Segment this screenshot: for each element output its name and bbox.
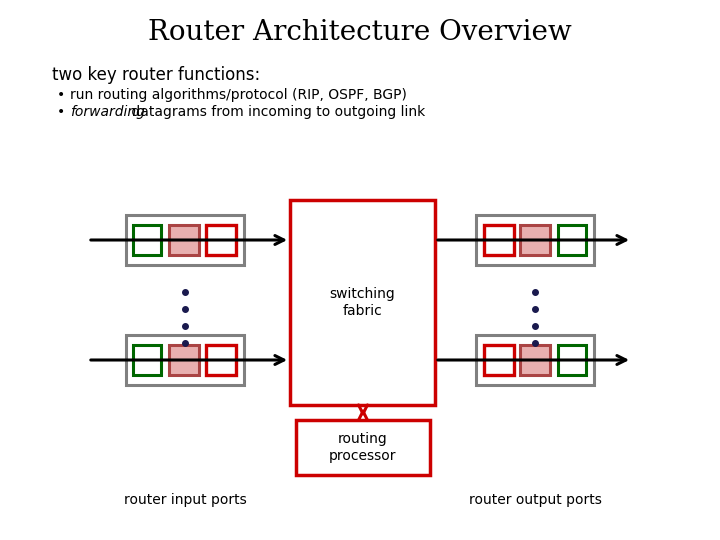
Bar bbox=[169, 225, 199, 255]
Bar bbox=[484, 225, 514, 255]
Bar bbox=[520, 345, 550, 375]
Bar bbox=[290, 200, 435, 405]
Bar bbox=[126, 215, 244, 265]
Bar bbox=[206, 225, 236, 255]
Text: run routing algorithms/protocol (RIP, OSPF, BGP): run routing algorithms/protocol (RIP, OS… bbox=[70, 88, 407, 102]
Bar bbox=[296, 420, 430, 475]
Bar bbox=[476, 215, 594, 265]
Text: •: • bbox=[57, 105, 66, 119]
Text: Router Architecture Overview: Router Architecture Overview bbox=[148, 18, 572, 45]
Bar bbox=[133, 225, 161, 255]
Bar bbox=[476, 335, 594, 385]
Bar bbox=[133, 345, 161, 375]
Bar bbox=[484, 345, 514, 375]
Text: forwarding: forwarding bbox=[70, 105, 145, 119]
Bar bbox=[206, 345, 236, 375]
Text: two key router functions:: two key router functions: bbox=[52, 66, 260, 84]
Bar bbox=[169, 345, 199, 375]
Text: router output ports: router output ports bbox=[469, 493, 601, 507]
Text: switching
fabric: switching fabric bbox=[330, 287, 395, 318]
Bar bbox=[126, 335, 244, 385]
Text: router input ports: router input ports bbox=[124, 493, 246, 507]
Bar bbox=[558, 225, 586, 255]
Text: datagrams from incoming to outgoing link: datagrams from incoming to outgoing link bbox=[127, 105, 426, 119]
Text: •: • bbox=[57, 88, 66, 102]
Bar bbox=[520, 225, 550, 255]
Bar bbox=[558, 345, 586, 375]
Text: routing
processor: routing processor bbox=[329, 433, 397, 463]
